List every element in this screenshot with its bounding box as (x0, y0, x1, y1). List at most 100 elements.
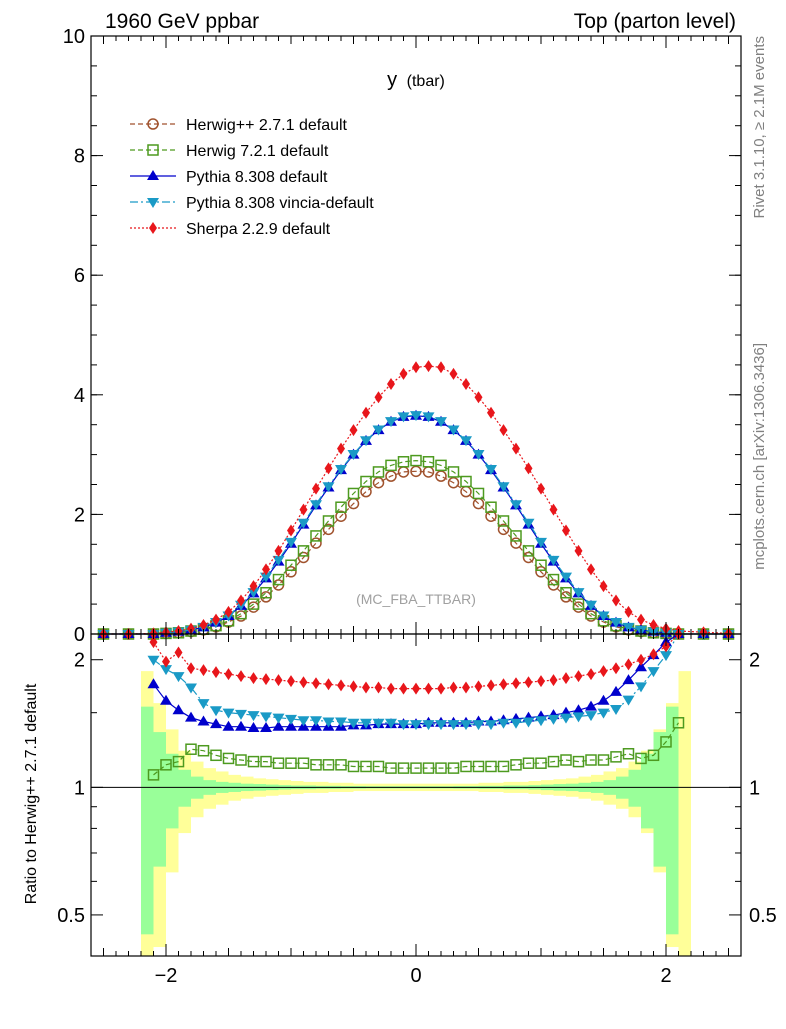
ratio-point (147, 678, 160, 689)
ratio-point (447, 762, 460, 774)
main-point (187, 622, 195, 635)
main-point (485, 464, 497, 475)
ratio-plot-area (91, 628, 741, 788)
ratio-ytick-label: 2 (74, 650, 85, 672)
ratio-ytick-label-right: 2 (749, 650, 760, 672)
ratio-point (622, 748, 635, 760)
main-point (510, 500, 522, 511)
band-green-bin (653, 732, 666, 867)
ratio-point (512, 677, 520, 690)
main-point (597, 611, 610, 622)
ratio-point (460, 760, 472, 773)
ratio-point (574, 670, 583, 683)
main-series-0 (97, 465, 735, 640)
ratio-point (172, 755, 185, 768)
ratio-point (174, 646, 183, 659)
main-series-line (103, 414, 729, 635)
legend-marker (147, 144, 159, 156)
band-green-bin (641, 753, 654, 829)
band-yellow-bin (678, 671, 691, 956)
main-point (522, 518, 535, 529)
ratio-point (587, 668, 595, 681)
ratio-point (322, 717, 335, 728)
ratio-point (612, 662, 620, 675)
main-series-line (103, 459, 729, 635)
main-point (410, 411, 422, 422)
main-point (237, 594, 245, 607)
legend-label: Pythia 8.308 vincia-default (186, 195, 374, 212)
legend-entry-2: Pythia 8.308 default (130, 169, 328, 186)
ratio-point (387, 682, 395, 695)
main-ytick-label: 4 (74, 385, 85, 407)
ratio-point (372, 718, 385, 729)
main-point (285, 537, 297, 548)
main-series-4 (99, 360, 733, 640)
band-green-bin (141, 706, 154, 935)
main-point (435, 470, 447, 482)
main-point (599, 580, 608, 593)
ratio-point (297, 716, 310, 727)
ratio-point (197, 715, 210, 726)
main-point (510, 530, 522, 542)
rivet-version-label: Rivet 3.1.10, ≥ 2.1M events (751, 36, 768, 219)
ratio-point (247, 755, 260, 768)
legend-label: Pythia 8.308 default (186, 169, 328, 186)
main-point (462, 378, 470, 391)
ratio-point (160, 694, 172, 705)
main-point (560, 572, 572, 583)
main-point (385, 459, 397, 472)
legend-label: Herwig++ 2.7.1 default (186, 117, 348, 134)
ratio-xtick-label: −2 (155, 965, 178, 987)
main-point (337, 442, 345, 455)
ratio-point (235, 720, 247, 731)
ratio-series-2 (147, 630, 685, 731)
main-point (360, 436, 372, 447)
ratio-point (410, 762, 422, 774)
ratio-point (199, 664, 208, 677)
main-point (372, 425, 385, 436)
ratio-point (597, 694, 610, 705)
ratio-point (585, 700, 597, 711)
ratio-point (347, 760, 360, 773)
ratio-point (285, 757, 297, 769)
ratio-point (212, 666, 220, 679)
ratio-point (224, 668, 233, 681)
ratio-point (562, 672, 570, 685)
plot-title: y (tbar) (387, 69, 445, 91)
ratio-point (447, 720, 460, 731)
main-point (422, 412, 435, 423)
ratio-point (635, 752, 647, 765)
ratio-point (487, 679, 495, 692)
main-point (335, 464, 347, 475)
ratio-point (324, 678, 333, 691)
ratio-point (560, 713, 572, 724)
band-green-bin (153, 732, 166, 867)
ratio-point (672, 717, 685, 729)
main-point (474, 391, 483, 404)
ratio-point (235, 754, 247, 766)
main-point (360, 475, 372, 488)
ratio-point (412, 682, 420, 695)
ratio-point (547, 714, 560, 725)
ratio-point (360, 760, 372, 773)
ratio-point (637, 653, 645, 666)
ratio-point (422, 720, 435, 731)
ratio-point (372, 760, 385, 773)
main-point (499, 424, 508, 437)
ratio-point (335, 759, 347, 771)
main-point (199, 619, 208, 632)
ratio-point (249, 672, 258, 685)
ratio-series-3 (149, 628, 683, 695)
ratio-ytick-label-right: 1 (749, 777, 760, 799)
ratio-point (462, 681, 470, 694)
ratio-point (247, 711, 260, 722)
ratio-point (510, 718, 522, 729)
ratio-point (649, 648, 658, 661)
ratio-point (397, 762, 410, 774)
main-point (335, 510, 347, 522)
ratio-point (260, 755, 272, 768)
legend-entry-1: Herwig 7.2.1 default (130, 143, 329, 160)
ratio-point (560, 754, 572, 766)
ratio-point (160, 759, 172, 771)
mcplots-label: mcplots.cern.ch [arXiv:1306.3436] (751, 343, 768, 570)
